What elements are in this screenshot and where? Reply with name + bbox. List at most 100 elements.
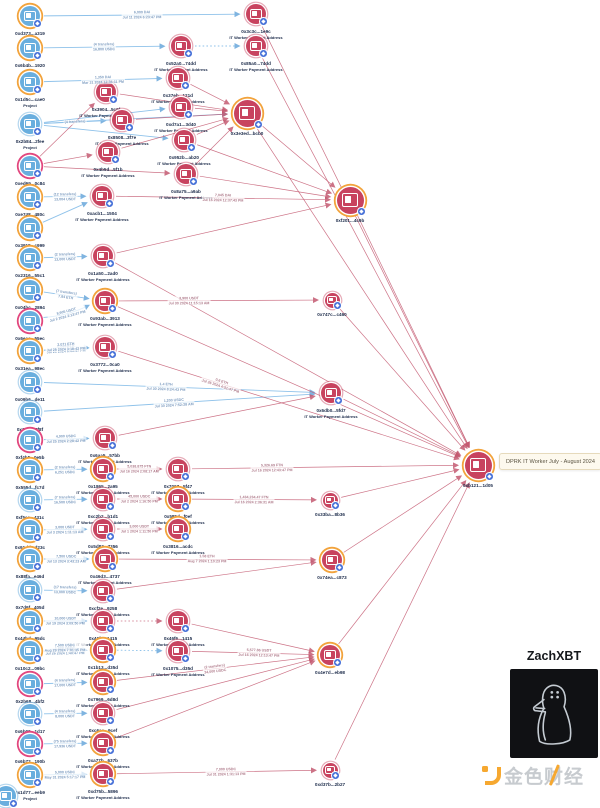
chain-badge-icon xyxy=(106,624,115,633)
payment-node-circle[interactable] xyxy=(321,383,343,405)
payment-node-circle[interactable] xyxy=(322,762,340,780)
payment-node-circle[interactable] xyxy=(95,549,117,571)
project-node-circle[interactable] xyxy=(20,72,42,94)
payment-node-circle[interactable] xyxy=(98,142,120,164)
payment-node-circle[interactable] xyxy=(96,82,118,104)
payment-node-circle[interactable] xyxy=(112,110,134,132)
payment-node-circle[interactable] xyxy=(322,550,344,572)
payment-node-circle[interactable] xyxy=(93,703,115,725)
payment-node-circle[interactable] xyxy=(168,68,190,90)
payment-node-circle[interactable] xyxy=(93,489,115,511)
payment-node-circle[interactable] xyxy=(93,459,115,481)
payment-node-circle[interactable] xyxy=(95,291,117,313)
payment-node-circle[interactable] xyxy=(168,489,190,511)
payment-node-circle[interactable] xyxy=(93,246,115,268)
node-type-label: IT Worker Payment Address xyxy=(79,112,133,118)
chain-badge-icon xyxy=(181,654,190,663)
payment-node-circle[interactable] xyxy=(93,672,115,694)
project-node-circle[interactable] xyxy=(20,641,42,663)
project-node-circle[interactable] xyxy=(20,311,42,333)
payment-node-circle[interactable] xyxy=(93,611,115,633)
project-node-circle[interactable] xyxy=(20,187,42,209)
chain-badge-icon xyxy=(108,350,117,359)
project-node-circle[interactable] xyxy=(20,549,42,571)
project-node-circle[interactable] xyxy=(20,430,42,452)
payment-node-circle[interactable] xyxy=(93,519,115,541)
wallet-icon xyxy=(171,523,185,535)
edge-label: 5,326.69 FTN Jul 16 2024 12:43:47 PM xyxy=(250,462,294,473)
payment-node-circle[interactable] xyxy=(93,581,115,603)
payment-node-circle[interactable] xyxy=(92,186,114,208)
wallet-icon xyxy=(174,40,188,52)
project-node-circle[interactable] xyxy=(20,734,42,756)
project-node-circle[interactable] xyxy=(20,6,42,28)
project-node-circle[interactable] xyxy=(20,402,42,424)
wallet-icon xyxy=(23,708,37,720)
chain-badge-icon xyxy=(33,231,42,240)
graph-edge xyxy=(43,166,171,176)
payment-node-circle[interactable] xyxy=(168,459,190,481)
project-node-circle[interactable] xyxy=(20,580,42,602)
payment-node-circle[interactable] xyxy=(233,99,263,129)
project-node-circle[interactable] xyxy=(20,341,42,363)
chain-badge-icon xyxy=(125,123,134,132)
payment-node-circle[interactable] xyxy=(93,640,115,662)
project-node-circle[interactable] xyxy=(20,248,42,270)
wallet-icon xyxy=(171,645,185,657)
node-address: 0x91dd...d23c xyxy=(14,544,46,550)
payment-node-circle[interactable] xyxy=(336,186,366,216)
payment-node-circle[interactable] xyxy=(168,641,190,663)
edge-label: 7,500 USDC Aug 29 2024 7:01:35 PM xyxy=(43,642,87,653)
project-node-circle[interactable] xyxy=(20,218,42,240)
wallet-icon xyxy=(325,554,339,566)
project-node-circle[interactable] xyxy=(0,786,18,808)
chain-badge-icon xyxy=(33,562,42,571)
node-address: 0xd373...a319 xyxy=(15,30,45,36)
project-node-circle[interactable] xyxy=(20,372,42,394)
project-node-circle[interactable] xyxy=(20,704,42,726)
edge-label: 1.58 ETH Aug 7 2024 1:10:23 PM xyxy=(187,554,228,565)
project-node-circle[interactable] xyxy=(20,460,42,482)
wallet-icon xyxy=(249,8,263,20)
chain-badge-icon xyxy=(33,85,42,94)
payment-node-circle[interactable] xyxy=(324,292,342,310)
node-address: 0xe748...480c xyxy=(15,211,45,217)
payment-node-circle[interactable] xyxy=(171,97,193,119)
payment-node-circle[interactable] xyxy=(95,337,117,359)
payment-node-circle[interactable] xyxy=(93,733,115,755)
payment-node-circle[interactable] xyxy=(93,764,115,786)
chain-badge-icon xyxy=(111,155,120,164)
chain-badge-icon xyxy=(33,593,42,602)
chain-badge-icon xyxy=(181,472,190,481)
wallet-icon xyxy=(23,222,37,234)
node-type-label: IT Worker Payment Address xyxy=(75,216,129,222)
node-address: 0x5d83...7356 xyxy=(88,543,118,549)
project-node-circle[interactable] xyxy=(20,490,42,512)
project-node-circle[interactable] xyxy=(20,520,42,542)
project-node-circle[interactable] xyxy=(20,156,42,178)
node-address: 0x6db0...5fd7 xyxy=(316,407,346,413)
project-node-circle[interactable] xyxy=(20,765,42,787)
payment-node-circle[interactable] xyxy=(171,36,193,58)
project-node-circle[interactable] xyxy=(20,114,42,136)
node-address: 0x46d3...4737 xyxy=(90,573,120,579)
wallet-icon xyxy=(99,86,113,98)
payment-node-circle[interactable] xyxy=(174,130,196,152)
payment-node-circle[interactable] xyxy=(246,36,268,58)
project-node-circle[interactable] xyxy=(20,611,42,633)
payment-node-circle[interactable] xyxy=(322,492,340,510)
payment-node-circle[interactable] xyxy=(320,645,342,667)
chain-badge-icon xyxy=(181,81,190,90)
payment-node-circle[interactable] xyxy=(246,4,268,26)
project-node-circle[interactable] xyxy=(20,674,42,696)
project-node-circle[interactable] xyxy=(20,280,42,302)
payment-node-circle[interactable] xyxy=(168,519,190,541)
payment-node-circle[interactable] xyxy=(95,428,117,450)
payment-node-circle[interactable] xyxy=(464,451,494,481)
payment-node-circle[interactable] xyxy=(176,164,198,186)
project-node-circle[interactable] xyxy=(20,38,42,60)
node-address: 0xed69...0c84 xyxy=(15,180,45,186)
payment-node-circle[interactable] xyxy=(168,611,190,633)
node-address: 0x88fa...e46d xyxy=(15,573,45,579)
